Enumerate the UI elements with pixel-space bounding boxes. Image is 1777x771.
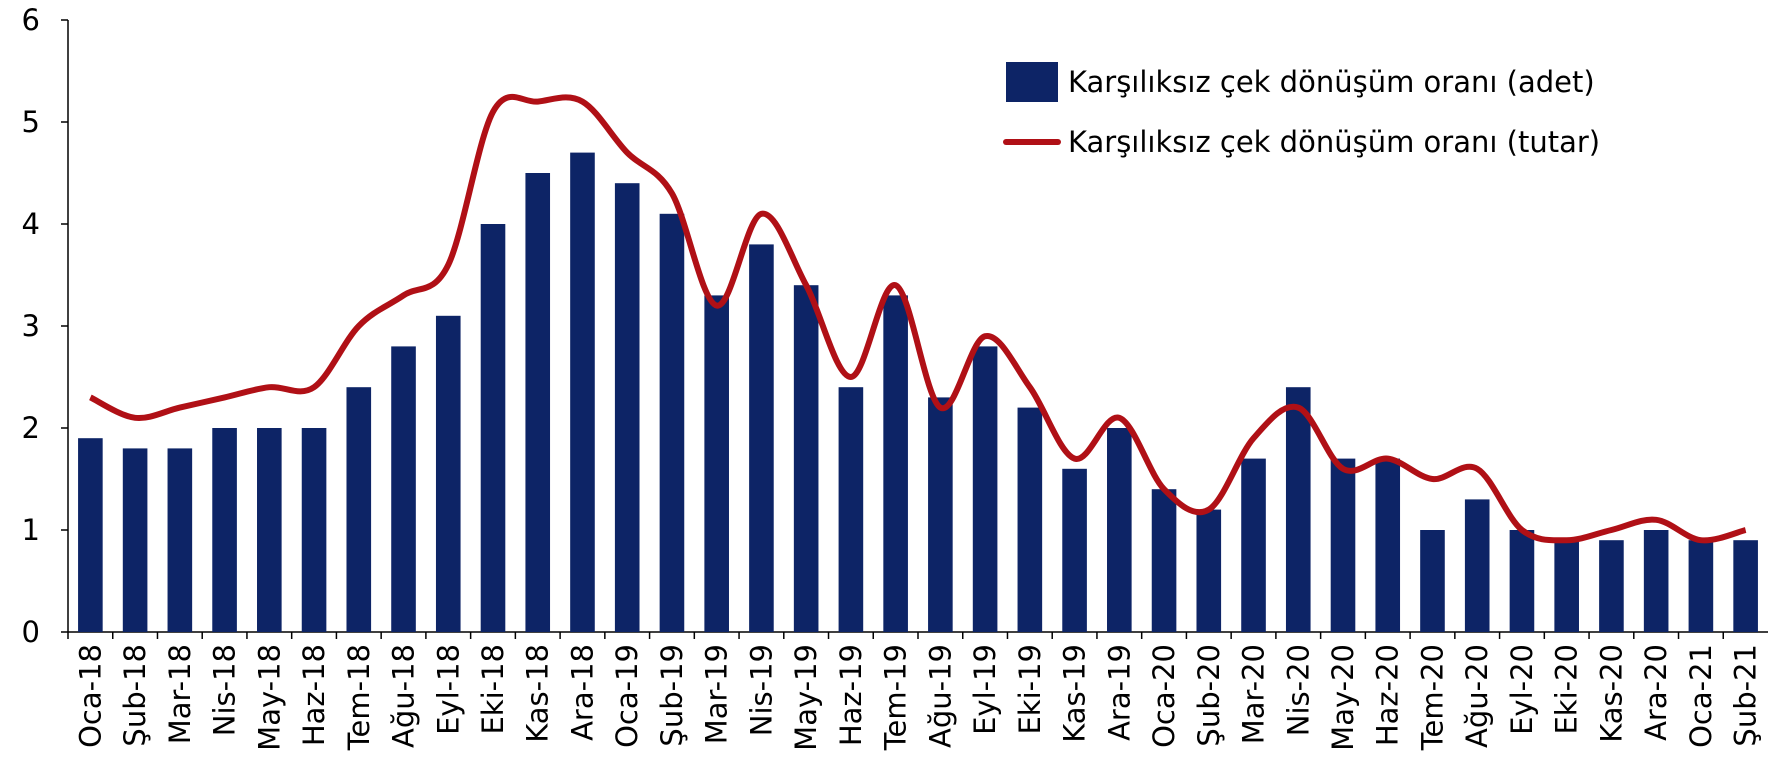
x-tick-label: Eyl-20	[1505, 644, 1539, 735]
bar	[1196, 509, 1222, 632]
x-tick-label: Eki-19	[1013, 644, 1047, 735]
x-tick-label: Oca-21	[1684, 644, 1718, 748]
y-tick-label: 6	[22, 3, 40, 37]
x-tick-label: Mar-18	[163, 644, 197, 744]
x-tick-label: Tem-18	[342, 644, 376, 751]
x-tick-label: Ağu-20	[1460, 644, 1494, 748]
bar	[480, 224, 506, 632]
y-tick-label: 5	[22, 105, 40, 139]
bar	[435, 315, 461, 632]
bar	[883, 295, 908, 632]
bar	[659, 213, 685, 633]
bar	[704, 295, 729, 632]
bar	[1420, 530, 1445, 632]
x-tick-label: Eki-20	[1550, 644, 1584, 735]
bar	[1330, 458, 1356, 632]
x-tick-label: Oca-20	[1147, 644, 1181, 748]
bar	[1151, 489, 1177, 632]
bar	[1733, 540, 1758, 632]
bar	[838, 387, 864, 632]
bar	[1643, 530, 1669, 632]
y-tick-label: 1	[22, 513, 40, 547]
bar	[1509, 530, 1535, 632]
bar	[570, 152, 595, 632]
bar	[122, 448, 148, 632]
x-tick-label: Nis-18	[208, 644, 242, 736]
line	[89, 93, 1747, 544]
x-tick-label: Haz-18	[297, 644, 331, 746]
x-tick-label: Kas-19	[1058, 644, 1092, 743]
x-tick-label: Şub-20	[1192, 644, 1226, 747]
x-tick-label: Haz-20	[1371, 644, 1405, 746]
bar	[1599, 540, 1624, 632]
x-tick-label: Kas-20	[1594, 644, 1628, 743]
x-tick-label: May-19	[789, 644, 823, 751]
x-tick-label: Oca-19	[610, 644, 644, 748]
bar	[167, 448, 193, 632]
x-tick-label: Mar-19	[700, 644, 734, 744]
bar	[301, 428, 327, 632]
y-tick-label: 3	[22, 309, 40, 343]
bar	[1062, 468, 1087, 632]
bar	[793, 285, 819, 632]
x-tick-label: Nis-20	[1281, 644, 1315, 736]
bar	[972, 346, 998, 632]
x-tick-label: Haz-19	[834, 644, 868, 746]
legend-label: Karşılıksız çek dönüşüm oranı (adet)	[1068, 65, 1595, 99]
x-tick-label: Mar-20	[1237, 644, 1271, 744]
x-tick-label: Kas-18	[521, 644, 555, 743]
bar	[1464, 499, 1490, 632]
legend-label: Karşılıksız çek dönüşüm oranı (tutar)	[1068, 125, 1600, 159]
x-tick-label: Ağu-18	[387, 644, 421, 748]
x-tick-label: Şub-21	[1729, 644, 1763, 747]
bar	[525, 173, 551, 632]
x-tick-label: Oca-18	[73, 644, 107, 748]
x-tick-label: Ağu-19	[923, 644, 957, 748]
bar	[1688, 540, 1714, 632]
bar	[212, 428, 237, 632]
legend-swatch	[1006, 62, 1058, 102]
x-tick-label: May-20	[1326, 644, 1360, 751]
bar	[391, 346, 416, 632]
x-tick-label: Şub-18	[118, 644, 152, 747]
bar	[1017, 407, 1043, 632]
x-tick-label: Ara-18	[565, 644, 599, 741]
x-tick-label: Tem-19	[879, 644, 913, 751]
bar	[1554, 540, 1579, 632]
bar	[346, 387, 372, 632]
x-tick-label: May-18	[252, 644, 286, 751]
bar	[1241, 458, 1266, 632]
x-tick-label: Nis-19	[744, 644, 778, 736]
x-tick-label: Eyl-18	[431, 644, 465, 735]
bar	[749, 244, 774, 632]
x-tick-label: Ara-19	[1102, 644, 1136, 741]
x-tick-label: Eki-18	[476, 644, 510, 735]
bar	[928, 397, 953, 632]
bar	[614, 183, 640, 632]
x-tick-label: Ara-20	[1639, 644, 1673, 741]
y-tick-label: 2	[22, 411, 40, 445]
bar	[1285, 387, 1311, 632]
x-tick-label: Şub-19	[655, 644, 689, 747]
x-tick-label: Eyl-19	[968, 644, 1002, 735]
y-tick-label: 0	[22, 615, 40, 649]
bar	[1107, 428, 1132, 632]
x-tick-label: Tem-20	[1415, 644, 1449, 751]
bar	[78, 438, 103, 632]
bar	[257, 428, 282, 632]
y-tick-label: 4	[22, 207, 40, 241]
bar	[1375, 458, 1401, 632]
